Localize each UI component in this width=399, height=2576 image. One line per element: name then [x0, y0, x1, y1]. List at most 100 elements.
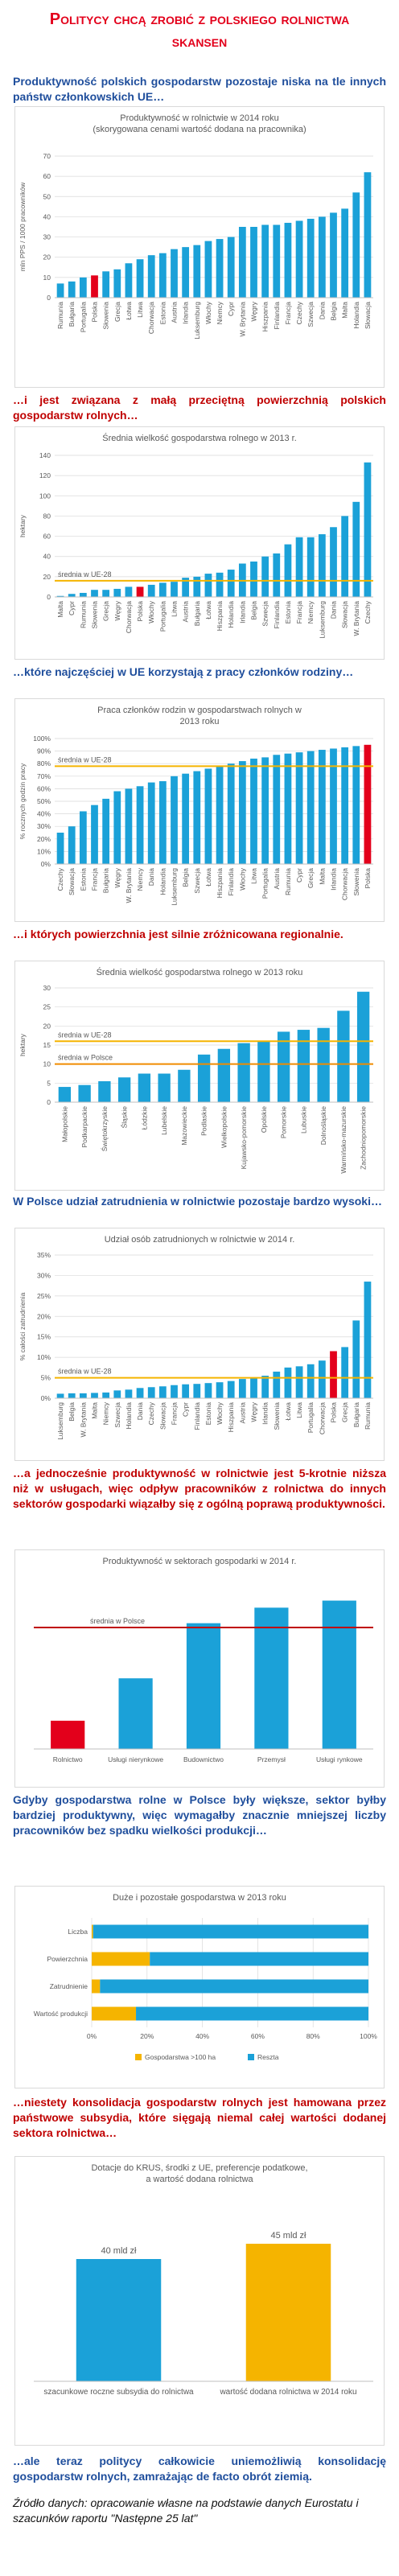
legend-label: Reszta [257, 2053, 279, 2061]
x-tick-label: Rumunia [79, 601, 87, 628]
bar [352, 192, 360, 298]
x-tick-label: wartość dodana rolnictwa w 2014 roku [219, 2388, 356, 2397]
bar [238, 1379, 246, 1398]
x-tick-label: Łotwa [204, 601, 212, 619]
bar [330, 212, 337, 298]
bar [158, 781, 167, 864]
x-tick-label: Szwecja [113, 1402, 121, 1428]
bar [257, 1041, 270, 1102]
bar [284, 222, 292, 298]
y-tick-label: 10 [43, 274, 51, 282]
y-axis-label: % całości zatrudnienia [19, 1292, 27, 1360]
x-tick-label: Holandia [158, 868, 167, 895]
x-tick-label: Belgia [68, 1402, 76, 1422]
bar [261, 1376, 269, 1398]
bar [322, 1600, 356, 1749]
chart-title: (skorygowana cenami wartość dodana na pr… [93, 125, 306, 134]
y-tick-label: 30 [43, 984, 51, 992]
bar [186, 1623, 221, 1749]
bar [51, 1720, 85, 1749]
bar [245, 2244, 331, 2381]
chart-title: 2013 roku [180, 717, 220, 726]
bar [216, 239, 224, 298]
x-tick-label: Bułgaria [68, 302, 76, 327]
y-tick-label: Zatrudnienie [50, 1982, 88, 1990]
bar [193, 771, 201, 864]
bar [56, 1393, 64, 1398]
bar [352, 1320, 360, 1398]
y-axis-label: hektary [19, 514, 27, 537]
x-tick-label: Luksemburg [193, 302, 201, 339]
x-tick-label: Cypr [227, 302, 235, 316]
x-tick-label: Grecja [102, 601, 110, 621]
y-tick-label: 60 [43, 172, 51, 180]
bar [56, 595, 64, 597]
chart: Średnia wielkość gospodarstwa rolnego w … [14, 426, 385, 660]
y-tick-label: 70% [37, 772, 51, 780]
bar [138, 1073, 151, 1102]
x-tick-label: Małopolskie [60, 1106, 68, 1142]
y-tick-label: 80% [37, 759, 51, 767]
x-tick-label: Słowacja [341, 601, 349, 628]
y-tick-label: 0% [41, 860, 51, 868]
bar [182, 1384, 190, 1398]
bar [158, 253, 167, 298]
bar [182, 247, 190, 298]
bar [273, 553, 281, 597]
bar [113, 269, 121, 298]
y-tick-label: 100% [33, 735, 51, 743]
x-tick-label: Holandia [227, 601, 235, 628]
bar [284, 544, 292, 597]
x-tick-label: 60% [251, 2032, 265, 2040]
x-tick-label: Irlandia [238, 601, 246, 623]
y-tick-label: 120 [39, 471, 51, 479]
y-tick-label: 100 [39, 492, 51, 500]
bar [306, 1364, 315, 1398]
x-tick-label: Bułgaria [352, 1402, 360, 1427]
bar [79, 592, 87, 597]
paragraph: Gdyby gospodarstwa rolne w Polsce były w… [13, 1793, 386, 1837]
reference-label: średnia w UE-28 [58, 755, 112, 763]
x-tick-label: Dania [147, 868, 155, 886]
y-tick-label: 40 [43, 212, 51, 220]
chart-title: Średnia wielkość gospodarstwa rolnego w … [102, 433, 297, 443]
bar [204, 768, 212, 864]
paragraph: …i jest związana z małą przeciętną powie… [13, 393, 386, 422]
legend-swatch [135, 2054, 142, 2060]
x-tick-label: Litwa [250, 868, 258, 884]
bar-segment [92, 1924, 93, 1939]
bar [91, 804, 98, 864]
bar [306, 751, 315, 864]
x-tick-label: Litwa [295, 1402, 303, 1418]
bar [277, 1031, 290, 1102]
x-tick-label: 40% [195, 2032, 209, 2040]
x-tick-label: Budownictwo [183, 1755, 224, 1763]
x-tick-label: Grecja [341, 1402, 349, 1422]
x-tick-label: Hiszpania [227, 1402, 235, 1433]
chart: Dotacje do KRUS, środki z UE, preferencj… [14, 2156, 385, 2446]
x-tick-label: Słowenia [102, 302, 110, 330]
bar [295, 220, 303, 298]
bar [113, 588, 121, 597]
bar [182, 578, 190, 597]
bar [102, 590, 110, 597]
chart: Praca członków rodzin w gospodarstwach r… [14, 698, 385, 922]
bar [182, 773, 190, 864]
x-tick-label: Dania [318, 302, 326, 319]
y-tick-label: 35% [37, 1251, 51, 1259]
x-tick-label: Węgry [113, 867, 121, 887]
x-tick-label: Chorwacja [318, 1402, 326, 1434]
x-tick-label: Malta [341, 302, 349, 319]
x-tick-label: W. Brytania [238, 302, 246, 337]
bar [254, 1607, 289, 1749]
bar [68, 281, 76, 298]
x-tick-label: Belgia [250, 601, 258, 620]
x-tick-label: Łódzkie [140, 1106, 148, 1130]
bar [284, 1367, 292, 1398]
x-tick-label: Chorwacja [341, 868, 349, 900]
bar-segment [92, 2006, 137, 2021]
bar [78, 1084, 91, 1102]
bar [364, 1282, 372, 1398]
x-tick-label: Francja [284, 302, 292, 325]
